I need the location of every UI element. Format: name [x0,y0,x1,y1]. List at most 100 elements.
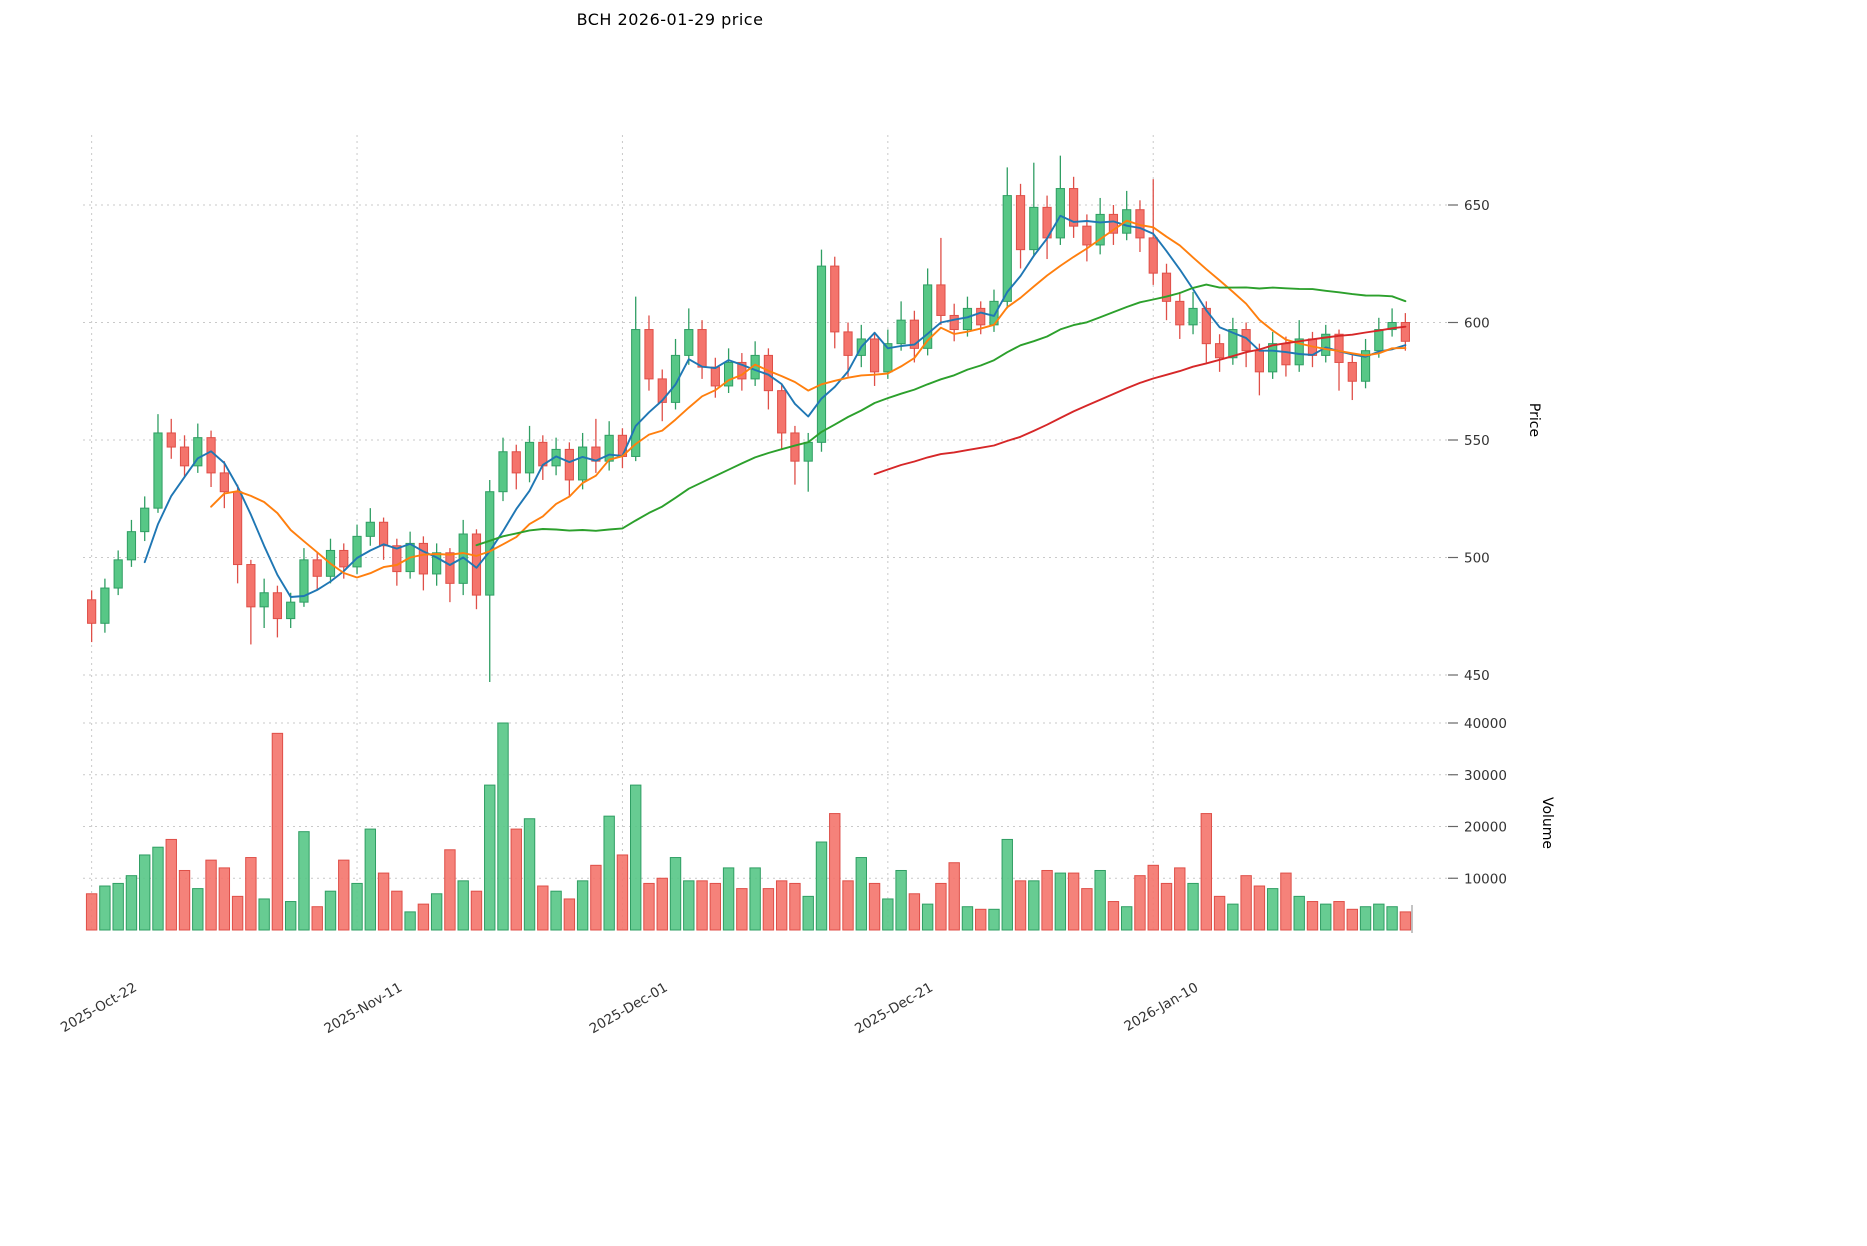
volume-bar [377,872,390,931]
volume-bar [112,882,124,931]
candle-body [670,354,681,403]
price-axis: 450 500 550 600 650 Price [1448,198,1542,684]
volume-bar [868,882,881,931]
candle-body [1334,333,1344,363]
volume-bar [590,864,602,931]
candle-body [830,265,840,333]
volume-bar [630,784,642,931]
candle-body [1188,307,1198,326]
volume-bar [430,893,443,931]
candle-body [219,472,229,493]
candle-body [1241,329,1251,352]
volume-bar [298,831,310,931]
candle-body [1360,350,1371,382]
volume-bar [1386,906,1398,931]
volume-bar [284,901,297,931]
volume-bar [99,885,111,931]
candle-body [684,329,694,356]
candle-body [1069,188,1079,227]
candle-body [936,284,946,316]
candle-body [1201,307,1211,345]
volume-bar [709,882,722,931]
volume-bar [497,722,509,931]
candle-body [272,592,283,620]
moving-averages-layer [143,214,1407,598]
volume-bar [829,813,841,931]
volume-bar [775,880,788,931]
volume-bar [178,869,191,931]
volume-bar [1001,838,1013,931]
volume-bar [975,908,987,931]
volume-tick-label: 10000 [1464,871,1507,887]
candle-body [1321,333,1331,356]
volume-bar [988,908,1000,931]
candle-body [1268,343,1278,373]
volume-bar [351,882,363,931]
volume-bar [484,784,496,931]
volume-bar [603,815,615,931]
volume-bar [1120,906,1133,931]
volume-bar [165,838,177,931]
volume-bar [457,880,469,931]
candle-body [1055,188,1065,239]
candle-body [1214,343,1225,359]
candle-body [564,448,574,481]
volume-bar [1253,885,1266,931]
volume-bar [1134,875,1146,931]
volume-bars-layer [85,722,1412,931]
volume-bar [125,875,138,931]
volume-bar [1240,875,1252,931]
candle-body [113,559,123,589]
volume-bar [921,903,934,931]
volume-bar [324,890,337,931]
price-tick-label: 450 [1464,668,1490,684]
candle-body [352,535,362,568]
volume-bar [139,854,151,931]
candle-body [498,451,508,493]
candle-body [246,564,256,608]
volume-bar [1399,911,1412,931]
volume-bar [364,828,377,931]
volume-tick-label: 40000 [1464,716,1507,732]
candle-body [233,491,243,566]
candle-body [392,545,402,573]
candle-body [1148,237,1158,274]
volume-bar [576,880,589,931]
candle-body [896,319,906,345]
volume-bar [537,885,549,931]
x-tick-label: 2025-Dec-21 [852,980,936,1038]
candle-body [100,587,110,624]
candle-body [631,329,641,457]
volume-axis: 10000 20000 30000 40000 Volume [1448,716,1555,887]
price-axis-title: Price [1526,403,1542,437]
volume-bar [391,890,403,931]
candle-body [1400,322,1410,342]
ma-line-10 [210,219,1407,579]
price-tick-label: 650 [1464,198,1490,214]
candle-body [976,307,986,326]
candle-body [1175,300,1185,326]
candle-body [909,319,919,349]
volume-tick-label: 20000 [1464,820,1507,836]
volume-bar [245,857,257,931]
volume-bar [1333,901,1345,931]
candle-body [286,601,296,620]
volume-bar [1187,882,1199,931]
volume-bar [404,911,416,931]
volume-bar [1227,903,1239,931]
candle-body [511,451,521,474]
candle-body [418,542,428,575]
volume-bar [1280,872,1292,931]
candle-body [657,378,667,403]
volume-bar [271,732,284,931]
volume-bar [1028,880,1040,931]
volume-bar [1107,901,1120,931]
candle-body [339,549,349,568]
candle-body [1387,322,1397,331]
candle-body [697,329,707,368]
candle-body [578,446,588,481]
volume-bar [749,867,761,931]
volume-bar [417,903,430,931]
